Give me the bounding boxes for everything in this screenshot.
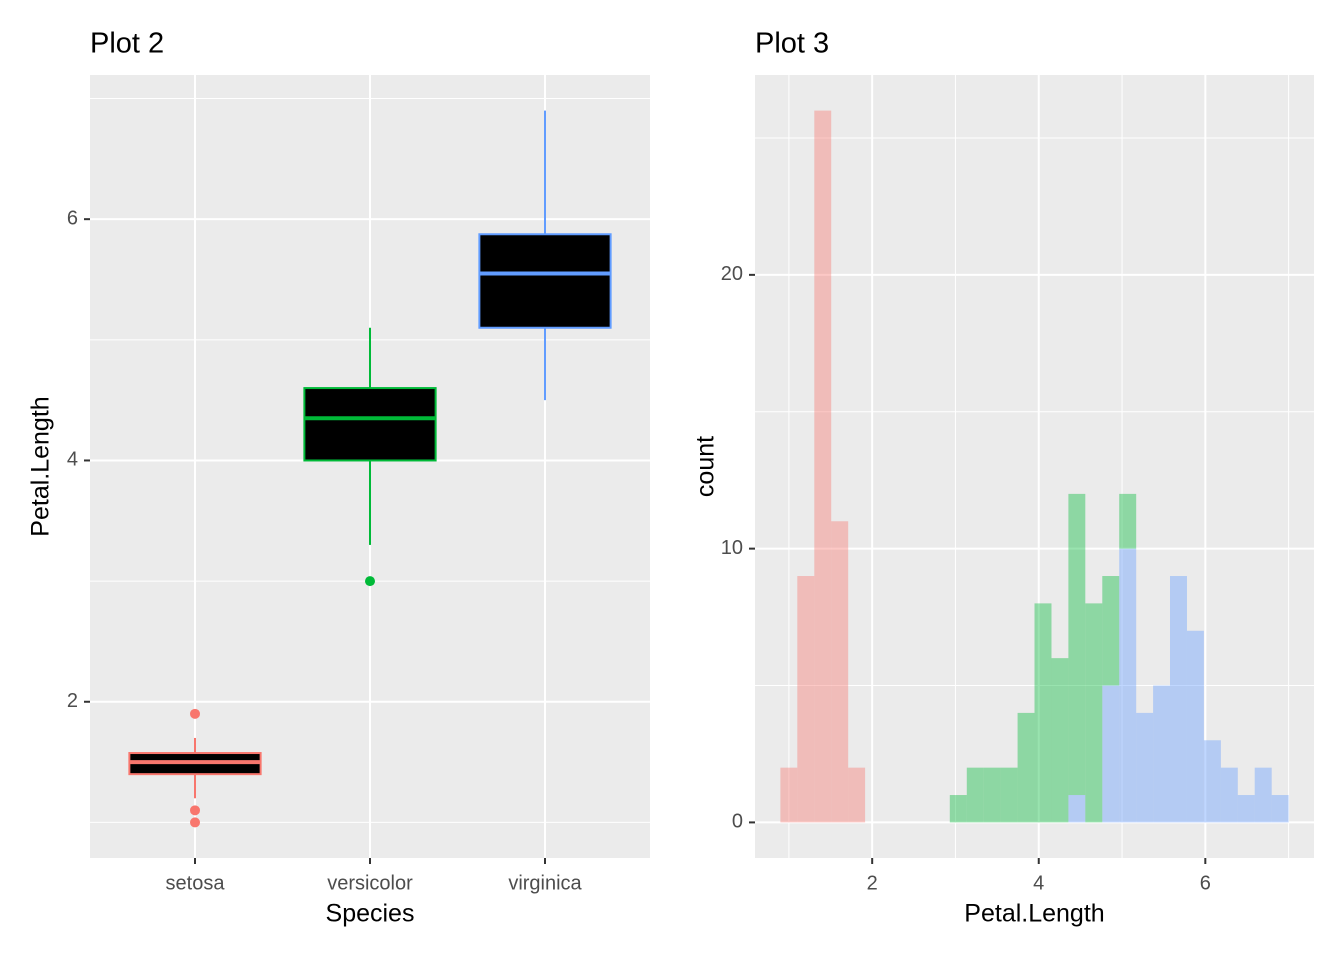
histogram-bar xyxy=(1000,767,1018,823)
outlier xyxy=(190,817,200,828)
x-tick-label: 4 xyxy=(1033,872,1044,894)
histogram-bar xyxy=(1237,795,1255,823)
y-tick-label: 4 xyxy=(67,449,78,471)
histogram-bar xyxy=(797,576,815,823)
x-axis-title: Petal.Length xyxy=(964,900,1104,928)
histogram-bar xyxy=(949,795,967,823)
x-axis-title: Species xyxy=(326,900,415,928)
x-tick-label: virginica xyxy=(508,872,582,894)
y-axis-title: count xyxy=(692,436,720,497)
histogram-bar xyxy=(983,767,1001,823)
histogram-bar xyxy=(780,767,798,823)
histogram-bar xyxy=(1254,767,1272,823)
y-tick-label: 0 xyxy=(732,811,743,833)
histogram-bar xyxy=(1170,576,1187,823)
x-tick-label: 2 xyxy=(867,872,878,894)
histogram-bar xyxy=(1017,712,1035,823)
histogram-bar xyxy=(1203,740,1221,823)
histogram-bar xyxy=(1102,685,1120,823)
chart-title: Plot 2 xyxy=(90,28,164,60)
y-tick-label: 10 xyxy=(721,537,743,559)
histogram-bar xyxy=(966,767,984,823)
box xyxy=(478,233,612,329)
histogram-bar xyxy=(1136,712,1154,823)
histogram-bar xyxy=(1271,795,1289,823)
histogram-bar xyxy=(1068,795,1086,823)
histogram-bar xyxy=(1085,603,1103,823)
y-axis-title: Petal.Length xyxy=(27,396,55,536)
y-tick-label: 6 xyxy=(67,207,78,229)
histogram-bar xyxy=(831,521,849,823)
histogram-bar xyxy=(814,110,832,823)
x-tick-label: versicolor xyxy=(327,872,413,894)
histogram-bar xyxy=(1102,576,1120,686)
histogram-bar xyxy=(848,767,866,823)
histogram-bar xyxy=(1034,603,1052,823)
y-tick-label: 20 xyxy=(721,263,743,285)
histogram-bar xyxy=(1186,630,1204,823)
x-tick-label: 6 xyxy=(1200,872,1211,894)
outlier xyxy=(365,576,375,587)
chart-title: Plot 3 xyxy=(755,28,829,60)
histogram-bar xyxy=(1153,685,1171,823)
histogram-bar xyxy=(1119,548,1137,823)
outlier xyxy=(190,805,200,816)
y-tick-label: 2 xyxy=(67,690,78,712)
histogram-bar xyxy=(1068,493,1086,796)
histogram-bar xyxy=(1119,493,1137,549)
panel-background xyxy=(755,75,1314,858)
outlier xyxy=(190,708,200,719)
histogram-bar xyxy=(1220,767,1238,823)
x-tick-label: setosa xyxy=(166,872,226,894)
box xyxy=(303,387,437,462)
histogram-bar xyxy=(1051,658,1069,823)
